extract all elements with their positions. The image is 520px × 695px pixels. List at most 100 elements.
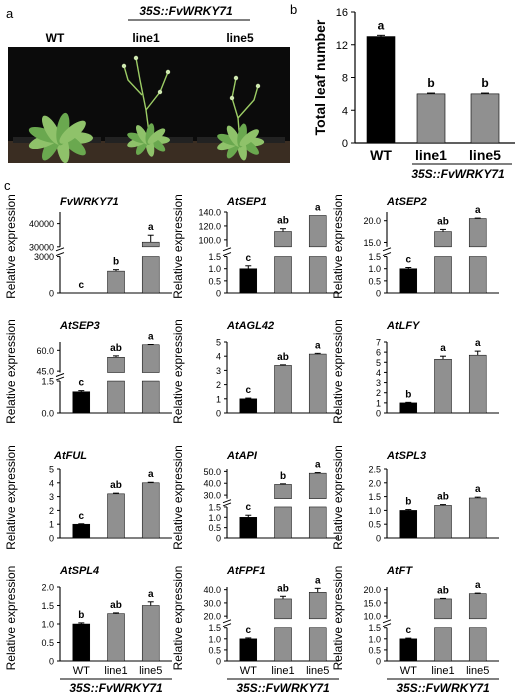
axis-break xyxy=(382,247,392,252)
y-axis-label: Total leaf number xyxy=(312,19,328,135)
y-tick-label: 1 xyxy=(49,520,54,530)
bar xyxy=(470,93,500,144)
y-tick-label: 30.0 xyxy=(203,598,221,608)
significance-letter: ab xyxy=(110,600,122,611)
bar-lower xyxy=(274,506,292,539)
x-tick-label: line5 xyxy=(469,147,501,163)
y-tick-label: 140.0 xyxy=(198,208,221,218)
significance-letter: ab xyxy=(277,216,289,227)
significance-letter: a xyxy=(148,589,154,600)
significance-letter: a xyxy=(475,580,481,591)
rosette-wt xyxy=(28,112,93,164)
expression-chart-AtAGL42: AtAGL42 Relative expression 0 1 2 3 4 5 c ab a xyxy=(171,319,339,424)
y-tick-label: 0 xyxy=(49,289,54,299)
significance-letter: a xyxy=(315,575,321,586)
x-tick-label: line1 xyxy=(415,147,447,163)
bar xyxy=(366,36,396,144)
significance-letter: b xyxy=(78,610,84,621)
y-tick-label: 0 xyxy=(49,534,54,544)
y-tick-label: 0.5 xyxy=(208,276,221,286)
y-tick-label: 60.0 xyxy=(36,346,54,356)
y-tick-label: 120.0 xyxy=(198,221,221,231)
bar-upper xyxy=(274,598,292,620)
chart-title: AtFUL xyxy=(53,450,87,462)
y-tick-label: 2.0 xyxy=(368,478,381,488)
significance-letter: a xyxy=(148,469,154,480)
y-axis-label: Relative expression xyxy=(171,319,185,424)
significance-letter: ab xyxy=(437,585,449,596)
bar-upper xyxy=(468,593,487,620)
significance-letter: a xyxy=(475,205,481,216)
significance-letter: a xyxy=(378,18,385,32)
bar xyxy=(399,402,418,414)
rosette-line5 xyxy=(217,123,265,161)
y-tick-label: 7 xyxy=(376,338,381,348)
bar-break xyxy=(273,247,293,256)
chart-title: AtFT xyxy=(386,565,413,577)
y-tick-label: 5 xyxy=(49,465,54,475)
bar-lower xyxy=(434,256,452,294)
bar-lower xyxy=(308,256,327,294)
rosette-line1 xyxy=(127,123,170,157)
chart-title: FvWRKY71 xyxy=(60,196,119,208)
significance-letter: c xyxy=(245,625,251,636)
expression-chart-AtAPI: AtAPI Relative expression 00.51.01.530.0 40… xyxy=(171,445,339,550)
y-tick-label: 0 xyxy=(376,657,381,667)
y-axis-label: Relative expression xyxy=(4,319,18,424)
axis-break xyxy=(55,247,65,252)
bar-lower xyxy=(468,627,487,662)
y-tick-label: 1.0 xyxy=(208,264,221,274)
y-tick-label: 1.5 xyxy=(41,377,54,387)
y-tick-label: 1.0 xyxy=(368,634,381,644)
bar-upper xyxy=(468,218,487,248)
y-tick-label: 0 xyxy=(376,534,381,544)
y-tick-label: 30.0 xyxy=(203,491,221,501)
y-tick-label: 1 xyxy=(216,394,221,404)
y-tick-label: 6 xyxy=(376,348,381,358)
chart-title: AtSPL3 xyxy=(386,450,426,462)
y-axis-label: Relative expression xyxy=(4,566,18,671)
y-tick-label: 100.0 xyxy=(198,235,221,245)
bar xyxy=(107,613,125,662)
y-axis-label: Relative expression xyxy=(4,194,18,299)
bar-upper xyxy=(107,357,125,373)
y-axis-label: Relative expression xyxy=(171,445,185,550)
group-label: 35S::FvWRKY71 xyxy=(69,681,163,695)
bar-upper xyxy=(274,231,292,248)
axis-break xyxy=(55,376,65,381)
bar xyxy=(399,638,418,662)
bar-upper xyxy=(274,484,292,499)
significance-letter: a xyxy=(148,222,154,233)
x-tick-label: line1 xyxy=(431,665,454,677)
y-axis-label: Relative expression xyxy=(171,566,185,671)
panel-label-a: a xyxy=(6,6,14,21)
y-tick-label: 8 xyxy=(342,73,348,85)
group-label: 35S::FvWRKY71 xyxy=(396,681,490,695)
y-tick-label: 1.0 xyxy=(368,264,381,274)
axis-break xyxy=(382,623,392,628)
significance-letter: ab xyxy=(277,583,289,594)
x-tick-label: line1 xyxy=(104,665,127,677)
bar xyxy=(434,505,452,539)
bar xyxy=(399,510,418,539)
chart-title: AtSEP2 xyxy=(386,196,427,208)
y-tick-label: 0.5 xyxy=(368,645,381,655)
bar-lower xyxy=(434,627,452,662)
y-tick-label: 20.0 xyxy=(363,585,381,595)
y-tick-label: 20.0 xyxy=(203,612,221,622)
axis-break xyxy=(222,247,232,252)
y-tick-label: 3 xyxy=(216,366,221,376)
significance-letter: c xyxy=(405,254,411,265)
significance-letter: c xyxy=(245,385,251,396)
y-axis-label: Relative expression xyxy=(4,445,18,550)
flower-bud xyxy=(157,89,163,95)
y-tick-label: 15.0 xyxy=(363,598,381,608)
panel-label-c: c xyxy=(4,178,11,193)
chart-title: AtAGL42 xyxy=(226,320,274,332)
bar xyxy=(468,354,487,414)
y-tick-label: 2.0 xyxy=(41,583,54,593)
y-tick-label: 0.5 xyxy=(208,523,221,533)
y-tick-label: 0 xyxy=(49,657,54,667)
bar-upper xyxy=(308,215,327,248)
